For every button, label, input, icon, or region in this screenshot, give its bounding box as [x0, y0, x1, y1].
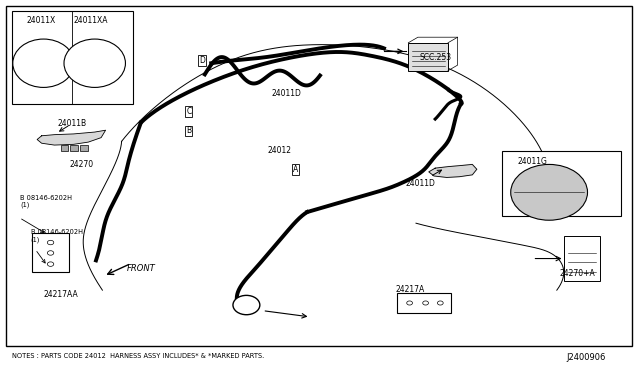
Bar	[564, 236, 600, 281]
Bar	[408, 43, 448, 71]
Text: B 08146-6202H
(1): B 08146-6202H (1)	[31, 230, 83, 243]
Text: 24011X: 24011X	[27, 16, 56, 25]
Text: C: C	[186, 107, 191, 116]
Ellipse shape	[407, 301, 413, 305]
Text: SCC.253: SCC.253	[419, 53, 451, 62]
Text: 24217AA: 24217AA	[44, 290, 78, 299]
Polygon shape	[429, 164, 477, 177]
Ellipse shape	[423, 301, 429, 305]
Text: B 08146-6202H
(1): B 08146-6202H (1)	[20, 195, 72, 208]
Text: J2400906: J2400906	[566, 353, 606, 362]
Text: 24011D: 24011D	[405, 179, 435, 187]
Bar	[12, 11, 133, 104]
Bar	[80, 145, 88, 151]
Text: A: A	[293, 165, 298, 174]
Ellipse shape	[47, 262, 54, 266]
Text: 24270+A: 24270+A	[560, 269, 596, 278]
Text: 24270: 24270	[69, 160, 93, 169]
Bar	[32, 233, 69, 272]
Text: NOTES : PARTS CODE 24012  HARNESS ASSY INCLUDES* & *MARKED PARTS.: NOTES : PARTS CODE 24012 HARNESS ASSY IN…	[12, 353, 264, 359]
Polygon shape	[37, 130, 106, 145]
Ellipse shape	[13, 39, 74, 87]
Text: 24011XA: 24011XA	[74, 16, 108, 25]
Bar	[397, 293, 451, 313]
Text: 24011D: 24011D	[272, 89, 302, 98]
Ellipse shape	[64, 39, 125, 87]
Text: 24217A: 24217A	[396, 285, 425, 294]
Text: 24012: 24012	[268, 146, 292, 155]
Text: 24011G: 24011G	[517, 157, 547, 166]
Ellipse shape	[438, 301, 443, 305]
Text: FRONT: FRONT	[127, 264, 156, 273]
Ellipse shape	[47, 251, 54, 255]
Ellipse shape	[511, 164, 588, 220]
Text: D: D	[199, 56, 205, 65]
Bar	[70, 145, 78, 151]
Text: B: B	[186, 126, 191, 135]
Text: 24011B: 24011B	[58, 119, 87, 128]
Bar	[61, 145, 68, 151]
Ellipse shape	[47, 240, 54, 245]
Ellipse shape	[233, 295, 260, 315]
Bar	[502, 151, 621, 216]
